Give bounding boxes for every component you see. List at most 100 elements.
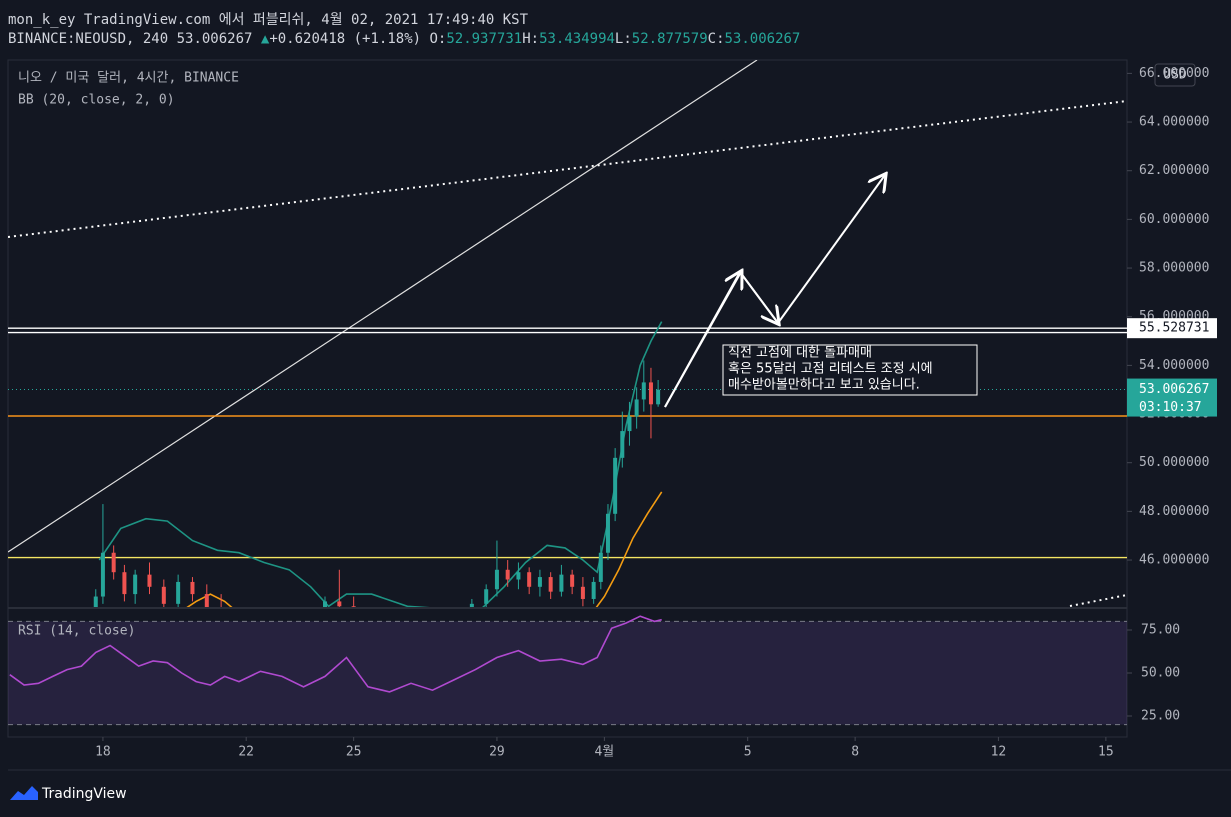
ohlc-value: 53.434994	[539, 31, 615, 47]
candle-body	[548, 577, 553, 592]
y-tick-label: 50.000000	[1139, 455, 1209, 470]
x-tick-label: 12	[991, 745, 1007, 760]
y-tick-label: 62.000000	[1139, 163, 1209, 178]
change: +0.620418 (+1.18%)	[269, 31, 422, 47]
arrow-head	[664, 272, 741, 408]
candle-body	[147, 574, 152, 587]
candle-body	[176, 581, 181, 604]
candle-body	[93, 596, 98, 607]
candle-body	[605, 513, 610, 553]
candle-body	[641, 382, 646, 400]
symbol-line: BINANCE:NEOUSD, 240 53.006267 ▲+0.620418…	[8, 31, 800, 47]
candle-body	[570, 574, 575, 587]
candle-body	[580, 586, 585, 599]
currency-box[interactable]	[1154, 63, 1196, 87]
rsi-line	[9, 615, 662, 693]
candle-body	[337, 601, 342, 607]
candle-body	[527, 572, 532, 587]
y-tick-label: 50.00	[1141, 666, 1180, 681]
trend-line	[8, 60, 758, 553]
rsi-band-fill	[8, 621, 1127, 725]
arrow-head	[777, 175, 885, 324]
up-icon: ▲	[260, 31, 270, 47]
x-tick-label: 8	[851, 745, 859, 760]
candle-body	[484, 589, 489, 604]
y-tick-label: 58.000000	[1139, 261, 1209, 276]
last: 53.006267	[176, 31, 253, 47]
publisher-line: mon_k_ey TradingView.com 에서 퍼블리쉬, 4월 02,…	[8, 12, 529, 28]
annotation-line: 직전 고점에 대한 돌파매매	[728, 346, 872, 361]
annotation-line: 혹은 55달러 고점 리테스트 조정 시에	[728, 362, 933, 377]
level-tag-label: 55.528731	[1139, 321, 1209, 336]
candle-body	[122, 572, 127, 595]
ohlc-value: 52.937731	[446, 31, 523, 47]
x-tick-label: 4월	[594, 745, 614, 760]
ohlc-label: O:	[429, 31, 447, 47]
candle-body	[494, 569, 499, 590]
last-price-tag	[1127, 378, 1217, 417]
y-tick-label: 54.000000	[1139, 358, 1209, 373]
x-tick-label: 29	[489, 745, 505, 760]
y-tick-label: 25.00	[1141, 709, 1180, 724]
indicator-title: BB (20, close, 2, 0)	[18, 93, 175, 108]
candle-body	[656, 389, 661, 405]
candle-body	[598, 552, 603, 582]
y-tick-label: 48.000000	[1139, 504, 1209, 519]
trend-line-dotted	[8, 100, 1127, 238]
y-tick-label: 66.000000	[1139, 66, 1209, 81]
x-tick-label: 22	[238, 745, 254, 760]
candle-body	[133, 574, 138, 595]
ohlc-label: H:	[522, 31, 540, 47]
candle-body	[537, 577, 542, 587]
candle-body	[627, 416, 632, 432]
x-tick-label: 15	[1098, 745, 1114, 760]
candle-body	[516, 572, 521, 580]
ohlc-label: C:	[707, 31, 725, 47]
candle-body	[323, 601, 328, 607]
candle-body	[613, 457, 618, 514]
arrow-head	[739, 271, 778, 323]
level-tag	[1127, 318, 1217, 339]
y-tick-label: 75.00	[1141, 622, 1180, 637]
candle-body	[559, 574, 564, 592]
candle-body	[505, 569, 510, 580]
x-tick-label: 5	[744, 745, 752, 760]
chart-title: 니오 / 미국 달러, 4시간, BINANCE	[18, 71, 239, 86]
trend-line-dotted	[1069, 594, 1127, 607]
logo-icon	[10, 786, 38, 800]
candle-body	[161, 586, 166, 604]
x-tick-label: 25	[346, 745, 362, 760]
band-line	[595, 491, 663, 607]
rsi-title: RSI (14, close)	[18, 624, 135, 639]
y-tick-label: 60.000000	[1139, 212, 1209, 227]
annotation-line: 매수받아볼만하다고 보고 있습니다.	[728, 378, 920, 393]
candle-body	[190, 581, 195, 595]
y-tick-label: 46.000000	[1139, 553, 1209, 568]
rsi-pane	[8, 615, 1127, 726]
annotation-box	[722, 344, 978, 396]
y-tick-label: 64.000000	[1139, 115, 1209, 130]
candle-body	[469, 603, 474, 607]
currency[interactable]: USD	[1163, 68, 1187, 83]
countdown: 03:10:37	[1139, 400, 1202, 415]
candle-body	[620, 431, 625, 458]
candle-body	[100, 552, 105, 597]
candle-body	[111, 552, 116, 573]
candle-body	[204, 594, 209, 607]
ohlc-label: L:	[614, 31, 632, 47]
candle-body	[591, 581, 596, 599]
candle-body	[634, 399, 639, 417]
symbol: BINANCE:NEOUSD, 240	[8, 31, 169, 47]
candle-body	[351, 606, 356, 607]
candle-body	[648, 382, 653, 405]
plot-frame	[7, 59, 1128, 738]
ohlc-value: 52.877579	[631, 31, 708, 47]
band-line	[186, 593, 233, 607]
ohlc-value: 53.006267	[724, 31, 801, 47]
x-tick-label: 18	[95, 745, 111, 760]
brand: TradingView	[41, 786, 127, 802]
last-price-label: 53.006267	[1139, 382, 1209, 397]
ohlc: O:52.937731H:53.434994L:52.877579C:53.00…	[429, 31, 800, 47]
